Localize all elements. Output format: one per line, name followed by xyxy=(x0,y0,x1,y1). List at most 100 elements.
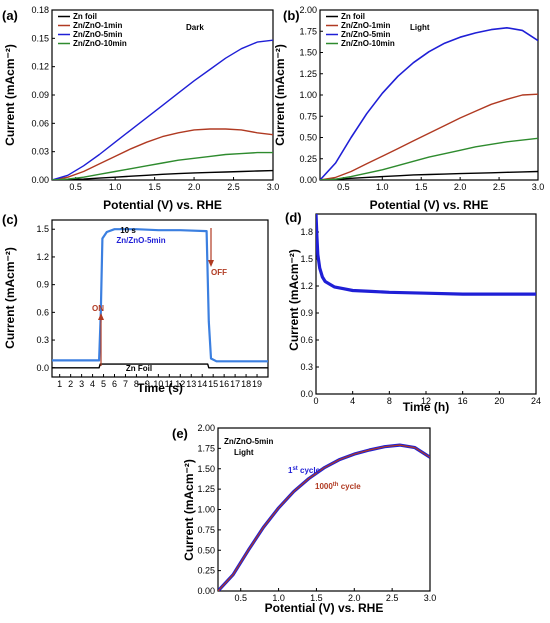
plot-frame-c xyxy=(51,219,269,378)
cycle-label-1-sup: st xyxy=(292,466,297,472)
y-tick-label: 0.00 xyxy=(197,586,215,596)
y-tick-label: 0.6 xyxy=(300,335,313,345)
x-tick-label: 16 xyxy=(219,379,229,389)
cycle-label-1: 1st cycle xyxy=(288,466,321,475)
y-tick-label: 0.25 xyxy=(299,154,317,164)
y-tick-label: 1.2 xyxy=(300,281,313,291)
series-line-b-3 xyxy=(320,137,538,180)
y-tick-label: 0.6 xyxy=(36,307,49,317)
x-tick-label: 1.0 xyxy=(109,182,122,192)
legend-label: Zn/ZnO-5min xyxy=(73,30,122,39)
y-tick-label: 0.15 xyxy=(31,33,49,43)
x-tick-label: 3.0 xyxy=(424,593,437,603)
y-tick-label: 0.00 xyxy=(299,175,317,185)
y-tick-label: 1.50 xyxy=(299,48,317,58)
y-tick-label: 0.50 xyxy=(197,545,215,555)
x-tick-label: 1.5 xyxy=(415,182,428,192)
x-tick-label: 1.5 xyxy=(310,593,323,603)
series-line-a-3 xyxy=(52,151,273,180)
condition-label-e2: Light xyxy=(234,448,254,457)
x-tick-label: 3.0 xyxy=(532,182,545,192)
y-tick-label: 1.50 xyxy=(197,464,215,474)
x-tick-label: 0.5 xyxy=(234,593,247,603)
x-tick-label: 1.0 xyxy=(376,182,389,192)
panel-d: 0 4 8 12 16 20 24 0.0 0.3 0.6 0.9 1.2 1.5 1.8 Time (h)… xyxy=(285,210,541,414)
y-tick-label: 1.2 xyxy=(36,252,49,262)
x-tick-label: 2.0 xyxy=(348,593,361,603)
x-tick-label: 8 xyxy=(387,396,392,406)
y-tick-label: 0.3 xyxy=(300,362,313,372)
y-tick-label: 0.50 xyxy=(299,133,317,143)
x-tick-label: 11 xyxy=(165,379,174,389)
legend-label: Zn foil xyxy=(73,12,97,21)
x-tick-label: 4 xyxy=(350,396,355,406)
x-tick-label: 9 xyxy=(145,379,150,389)
x-axis-label-d: Time (h) xyxy=(403,400,449,414)
y-tick-label: 0.12 xyxy=(31,62,49,72)
panel-b: 0.5 1.0 1.5 2.0 2.5 3.0 0.00 0.25 0.50 0.75 1.00 1.… xyxy=(273,5,544,212)
panel-e: 0.5 1.0 1.5 2.0 2.5 3.0 0.00 0.25 0.50 0.75 1.00 1.… xyxy=(172,423,436,615)
y-tick-label: 0.03 xyxy=(31,147,49,157)
x-tick-label: 3 xyxy=(79,379,84,389)
y-tick-label: 1.8 xyxy=(300,227,313,237)
legend-label: Zn foil xyxy=(341,12,365,21)
y-axis-label-b: Current (mAcm⁻²) xyxy=(273,44,287,146)
condition-label-a: Dark xyxy=(186,23,204,32)
cycle-label-1-base: 1 xyxy=(288,466,293,475)
legend-label: Zn/ZnO-10min xyxy=(73,39,127,48)
y-tick-label: 2.00 xyxy=(299,5,317,15)
x-tick-label: 7 xyxy=(123,379,128,389)
series-line-e-0 xyxy=(218,443,430,591)
x-tick-label: 18 xyxy=(241,379,251,389)
cycle-label-1000-rest: cycle xyxy=(338,482,361,491)
y-tick-label: 0.9 xyxy=(36,280,49,290)
condition-label-e: Zn/ZnO-5min xyxy=(224,437,273,446)
x-tick-label: 1.0 xyxy=(272,593,285,603)
series-line-d-0 xyxy=(316,214,536,296)
y-axis-label-a: Current (mAcm⁻²) xyxy=(3,44,17,146)
series-line-c-1 xyxy=(52,363,268,369)
y-tick-label: 0.18 xyxy=(31,5,49,15)
y-tick-label: 1.25 xyxy=(299,69,317,79)
y-tick-label: 0.09 xyxy=(31,90,49,100)
x-tick-label: 2.5 xyxy=(386,593,399,603)
y-tick-label: 0.0 xyxy=(36,363,49,373)
duration-label: 10 s xyxy=(120,226,136,235)
x-tick-label: 1 xyxy=(57,379,62,389)
x-tick-label: 2.5 xyxy=(493,182,506,192)
x-tick-label: 16 xyxy=(458,396,468,406)
condition-label-b: Light xyxy=(410,23,430,32)
y-tick-label: 2.00 xyxy=(197,423,215,433)
y-axis-label-c: Current (mAcm⁻²) xyxy=(3,247,17,349)
x-tick-label: 6 xyxy=(112,379,117,389)
series-line-c-0 xyxy=(52,228,268,363)
panel-a: 0.5 1.0 1.5 2.0 2.5 3.0 0.00 0.03 0.06 0.09 0.12 0.… xyxy=(2,5,279,212)
legend-label: Zn/ZnO-1min xyxy=(73,21,122,30)
y-tick-label: 1.5 xyxy=(300,254,313,264)
x-tick-label: 2 xyxy=(68,379,73,389)
cycle-label-1-rest: cycle xyxy=(298,466,321,475)
zn-foil-label: Zn Foil xyxy=(126,364,152,373)
y-tick-label: 1.00 xyxy=(299,90,317,100)
x-tick-label: 2.0 xyxy=(188,182,201,192)
panel-label-a: (a) xyxy=(2,8,18,23)
x-axis-label-a: Potential (V) vs. RHE xyxy=(103,198,222,212)
x-axis-label-c: Time (s) xyxy=(137,381,183,395)
x-tick-label: 20 xyxy=(494,396,504,406)
off-arrowhead xyxy=(208,260,214,267)
y-tick-label: 0.75 xyxy=(197,525,215,535)
y-tick-label: 1.75 xyxy=(197,443,215,453)
series-line-b-1 xyxy=(320,93,538,180)
series-line-e-1 xyxy=(218,444,430,591)
cycle-label-1000-base: 1000 xyxy=(315,482,333,491)
x-tick-label: 2.0 xyxy=(454,182,467,192)
x-tick-label: 24 xyxy=(531,396,541,406)
series-line-b-0 xyxy=(320,170,538,180)
panel-label-b: (b) xyxy=(283,8,300,23)
cycle-label-1000: 1000th cycle xyxy=(315,482,361,491)
y-axis-label-d: Current (mAcm⁻²) xyxy=(287,249,301,351)
y-tick-label: 0.9 xyxy=(300,308,313,318)
y-tick-label: 1.00 xyxy=(197,505,215,515)
y-tick-label: 0.06 xyxy=(31,118,49,128)
panel-c: 1 2 3 4 5 6 7 8 9 10 11 12 13 14 15 16 17 18 190.00.30.60.… xyxy=(2,212,269,395)
